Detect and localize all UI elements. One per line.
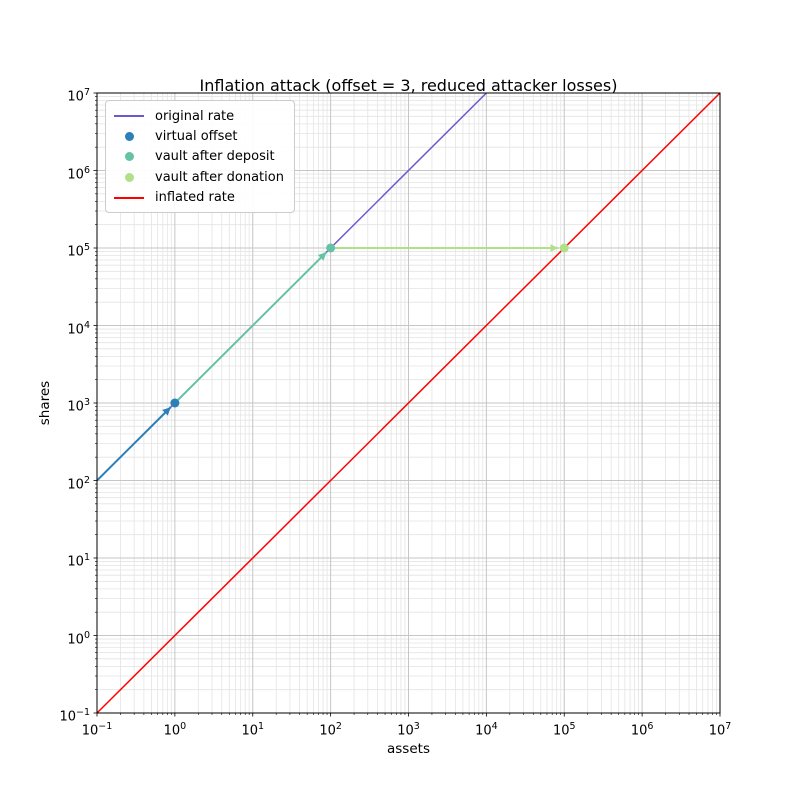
x-tick-label: 103 <box>397 721 420 739</box>
x-tick-label: 107 <box>708 721 732 739</box>
x-tick-label: 104 <box>475 721 498 739</box>
y-axis-label: shares <box>37 380 53 426</box>
legend-dot-marker <box>106 172 152 182</box>
x-tick-label: 102 <box>319 721 342 739</box>
x-tick-label: 100 <box>163 721 187 739</box>
arrow-deposit-arrow <box>174 251 328 404</box>
y-tick-label: 107 <box>67 87 90 105</box>
x-tick-label: 106 <box>630 721 654 739</box>
legend-dot-marker <box>106 152 152 162</box>
y-tick-label: 106 <box>67 165 90 183</box>
legend-item-label: virtual offset <box>155 129 238 145</box>
legend-line-marker <box>106 196 152 199</box>
legend-item: vault after donation <box>106 167 294 187</box>
y-tick-label: 101 <box>67 552 90 570</box>
legend-item: original rate <box>106 106 294 126</box>
legend-line-marker <box>106 115 152 118</box>
x-tick-label: 101 <box>241 721 265 739</box>
series-line-inflated-rate <box>96 92 721 714</box>
legend-item-label: original rate <box>155 108 235 124</box>
y-tick-label: 100 <box>67 630 90 648</box>
y-tick-label: 103 <box>67 397 90 415</box>
x-axis-label: assets <box>387 741 430 757</box>
legend-item-label: vault after donation <box>155 169 284 185</box>
legend-item: vault after deposit <box>106 147 294 167</box>
y-tick-label: 105 <box>67 242 90 260</box>
y-tick-label: 10−1 <box>59 707 90 725</box>
y-tick-label: 104 <box>67 320 90 338</box>
data-point-vault-after-donation <box>559 243 569 253</box>
legend-dot-marker <box>106 132 152 142</box>
legend: original rate virtual offset vault after d… <box>105 100 295 213</box>
arrow-offset-arrow <box>96 406 172 482</box>
legend-item-label: inflated rate <box>155 190 235 206</box>
data-point-virtual-offset <box>170 398 180 408</box>
x-tick-label: 105 <box>552 721 576 739</box>
legend-item: virtual offset <box>106 126 294 146</box>
legend-item: inflated rate <box>106 188 294 208</box>
chart-title: Inflation attack (offset = 3, reduced at… <box>199 76 618 95</box>
y-tick-label: 102 <box>67 475 90 493</box>
data-point-vault-after-deposit <box>326 243 336 253</box>
legend-item-label: vault after deposit <box>155 149 275 165</box>
x-tick-label: 10−1 <box>81 721 113 739</box>
